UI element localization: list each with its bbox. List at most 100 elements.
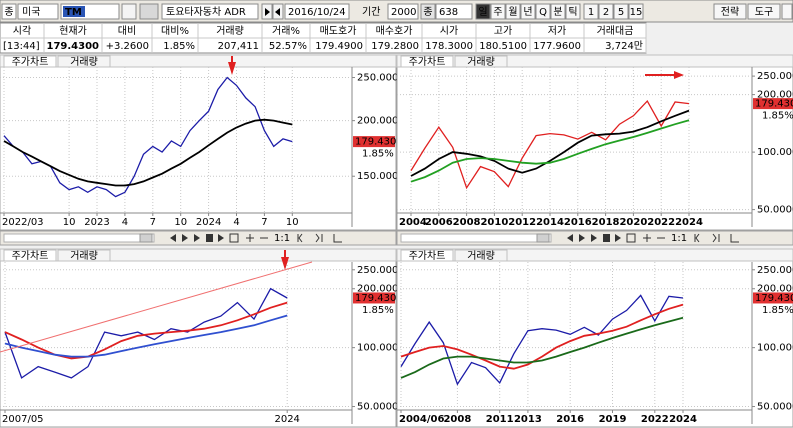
panel-tab[interactable] <box>3 55 57 68</box>
panel-tab[interactable] <box>57 55 111 68</box>
market-icon-button[interactable] <box>1 3 17 20</box>
panel-tab[interactable] <box>3 249 57 262</box>
zoom-out-icon[interactable] <box>170 234 176 242</box>
zoom-label: 1:1 <box>671 233 687 244</box>
period: 2000 <box>391 7 416 18</box>
scrollbar[interactable] <box>3 233 155 243</box>
last-price-label: 179.4300 <box>755 293 793 304</box>
quote-value: 179.4300 <box>46 41 99 52</box>
panel-tab[interactable] <box>57 249 111 262</box>
x-tick-label: 2013 <box>514 414 542 425</box>
quote-value: +3.2600 <box>106 41 149 52</box>
change-label: 1.85% <box>362 149 394 160</box>
x-tick-label: 2007/05 <box>2 414 44 425</box>
count-label-box <box>420 3 436 20</box>
interval-button[interactable] <box>490 3 506 20</box>
minute-button[interactable] <box>583 3 599 20</box>
market-select[interactable] <box>17 3 59 20</box>
stop-icon[interactable] <box>206 234 213 242</box>
play-icon[interactable] <box>591 234 597 242</box>
forward-icon[interactable] <box>218 234 224 242</box>
info-button[interactable] <box>139 3 159 20</box>
panel-tab[interactable] <box>400 55 454 68</box>
play-icon[interactable] <box>194 234 200 242</box>
change-label: 1.85% <box>762 305 793 316</box>
quote-header: 저가 <box>548 25 566 37</box>
x-tick-label: 2024 <box>675 217 703 228</box>
plus-icon[interactable] <box>643 234 651 242</box>
quote-header: 거래% <box>272 25 300 37</box>
interval-label: 분 <box>553 6 562 18</box>
last-price-box <box>753 292 793 304</box>
last-price-box <box>753 98 793 110</box>
peak-arrow <box>281 257 289 270</box>
interval-button[interactable] <box>505 3 521 20</box>
price-line <box>4 287 288 379</box>
y-tick-label: 250.0000 <box>757 265 793 276</box>
interval-label: Q <box>539 7 547 18</box>
y-tick-label: 50.0000 <box>757 402 793 413</box>
minute-button[interactable] <box>613 3 629 20</box>
x-tick-label: 2008 <box>443 414 471 425</box>
x-tick-label: 2014 <box>536 217 564 228</box>
period-input[interactable] <box>387 3 419 20</box>
market-icon: 종 <box>4 6 13 18</box>
panel-tab-label: 주가차트 <box>409 250 446 262</box>
stop-icon[interactable] <box>603 234 610 242</box>
quote-header: 거래대금 <box>597 25 634 37</box>
period-label: 기간 <box>362 6 380 18</box>
quote-value: 3,724만 <box>605 40 643 52</box>
interval-button[interactable] <box>520 3 536 20</box>
minute-label: 15 <box>630 7 643 18</box>
zoom-in-icon[interactable] <box>579 234 585 242</box>
quote-header: 고가 <box>494 25 512 37</box>
minute-button[interactable] <box>628 3 644 20</box>
date-input[interactable] <box>284 3 350 20</box>
zoom-in-icon[interactable] <box>182 234 188 242</box>
x-tick-label: 7 <box>261 217 267 228</box>
market: 미국 <box>22 6 40 18</box>
interval-button[interactable] <box>475 3 491 20</box>
plus-icon[interactable] <box>246 234 254 242</box>
y-tick-label: 250.0000 <box>357 73 405 84</box>
toolbar-button[interactable] <box>747 3 781 20</box>
select-icon[interactable] <box>626 233 636 243</box>
nav-icons[interactable] <box>694 233 739 243</box>
y-tick-label: 200.0000 <box>757 284 793 295</box>
panel-tab[interactable] <box>400 249 454 262</box>
count-input[interactable] <box>435 3 473 20</box>
quote-value: 179.4900 <box>315 41 363 52</box>
nav-icons[interactable] <box>297 233 342 243</box>
scroll-thumb[interactable] <box>139 233 153 243</box>
panel-tab[interactable] <box>454 55 508 68</box>
quote-value: 180.5100 <box>479 41 527 52</box>
zoom-out-icon[interactable] <box>567 234 573 242</box>
y-tick-label: 100.0000 <box>757 343 793 354</box>
interval-button[interactable] <box>565 3 581 20</box>
quote-header: 매도호가 <box>320 25 357 37</box>
minute-button[interactable] <box>598 3 614 20</box>
peak-arrow <box>228 62 236 75</box>
interval-label: 일 <box>478 6 487 18</box>
toolbar-button[interactable] <box>713 3 747 20</box>
toolbar-button-label: 도구 <box>755 7 773 18</box>
symbol-highlight <box>63 6 85 17</box>
scrollbar[interactable] <box>400 233 552 243</box>
x-tick-label: 2004/06 <box>399 414 444 425</box>
prev-arrow <box>265 8 270 16</box>
interval-button[interactable] <box>535 3 551 20</box>
interval-button[interactable] <box>550 3 566 20</box>
x-tick-label: 10 <box>174 217 187 228</box>
toolbar-button[interactable] <box>781 3 793 20</box>
x-tick-label: 4 <box>122 217 128 228</box>
select-icon[interactable] <box>229 233 239 243</box>
last-price-label: 179.4300 <box>355 137 403 148</box>
panel-tab-label: 주가차트 <box>12 56 49 68</box>
scroll-thumb[interactable] <box>536 233 550 243</box>
panel-tab[interactable] <box>454 249 508 262</box>
interval-label: 틱 <box>568 6 577 18</box>
count-label: 종 <box>423 6 432 18</box>
search-button[interactable] <box>121 3 137 20</box>
last-price-label: 179.4300 <box>355 293 403 304</box>
forward-icon[interactable] <box>615 234 621 242</box>
